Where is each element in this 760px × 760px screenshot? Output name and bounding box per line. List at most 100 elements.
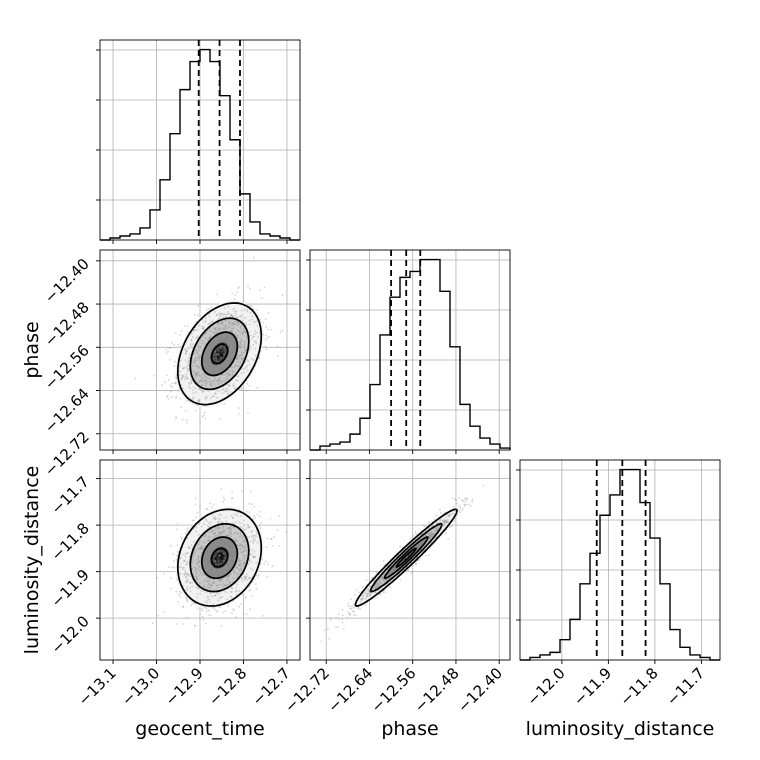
sample-point-geocent_time-vs-phase	[171, 386, 174, 388]
sample-point-geocent_time-vs-luminosity_distance	[210, 521, 212, 523]
sample-point-geocent_time-vs-phase	[240, 386, 243, 389]
sample-point-geocent_time-vs-phase	[210, 321, 212, 324]
sample-point-geocent_time-vs-phase	[215, 342, 218, 345]
sample-point-phase-vs-luminosity_distance	[364, 604, 367, 606]
sample-point-phase-vs-luminosity_distance	[371, 576, 374, 579]
sample-point-geocent_time-vs-luminosity_distance	[208, 545, 210, 548]
sample-point-geocent_time-vs-phase	[195, 391, 197, 393]
sample-point-phase-vs-luminosity_distance	[448, 514, 450, 517]
sample-point-geocent_time-vs-luminosity_distance	[228, 541, 231, 544]
sample-point-geocent_time-vs-luminosity_distance	[232, 558, 235, 561]
sample-point-geocent_time-vs-luminosity_distance	[219, 606, 222, 608]
sample-point-geocent_time-vs-phase	[185, 377, 188, 380]
sample-point-geocent_time-vs-phase	[250, 305, 252, 308]
sample-point-geocent_time-vs-phase	[239, 354, 242, 357]
sample-point-geocent_time-vs-phase	[215, 313, 218, 316]
sample-point-geocent_time-vs-phase	[222, 328, 225, 330]
sample-point-geocent_time-vs-luminosity_distance	[196, 578, 199, 581]
sample-point-geocent_time-vs-phase	[249, 287, 251, 290]
sample-point-phase-vs-luminosity_distance	[428, 536, 431, 538]
sample-point-geocent_time-vs-luminosity_distance	[248, 576, 251, 579]
sample-point-geocent_time-vs-luminosity_distance	[206, 508, 209, 510]
sample-point-geocent_time-vs-luminosity_distance	[195, 497, 197, 499]
sample-point-geocent_time-vs-luminosity_distance	[234, 572, 237, 574]
x-tick-label-luminosity_distance-2: −11.8	[616, 664, 661, 709]
sample-point-geocent_time-vs-phase	[218, 348, 221, 350]
sample-point-geocent_time-vs-luminosity_distance	[250, 553, 252, 555]
sample-point-geocent_time-vs-phase	[186, 367, 189, 370]
sample-point-geocent_time-vs-luminosity_distance	[230, 545, 233, 547]
sample-point-phase-vs-luminosity_distance	[353, 610, 356, 613]
sample-point-geocent_time-vs-luminosity_distance	[191, 561, 194, 564]
sample-point-geocent_time-vs-luminosity_distance	[213, 532, 216, 534]
sample-point-geocent_time-vs-luminosity_distance	[204, 554, 206, 556]
sample-point-geocent_time-vs-phase	[177, 343, 179, 346]
sample-point-geocent_time-vs-phase	[185, 350, 188, 353]
sample-point-geocent_time-vs-phase	[227, 372, 230, 375]
sample-point-geocent_time-vs-phase	[224, 340, 227, 342]
sample-point-geocent_time-vs-luminosity_distance	[222, 568, 225, 571]
sample-point-geocent_time-vs-luminosity_distance	[220, 580, 223, 583]
sample-point-geocent_time-vs-luminosity_distance	[238, 563, 241, 566]
sample-point-geocent_time-vs-luminosity_distance	[226, 565, 229, 568]
sample-point-geocent_time-vs-luminosity_distance	[208, 572, 211, 574]
sample-point-geocent_time-vs-luminosity_distance	[214, 559, 217, 562]
sample-point-geocent_time-vs-phase	[188, 357, 190, 360]
sample-point-phase-vs-luminosity_distance	[346, 616, 349, 619]
sample-point-geocent_time-vs-luminosity_distance	[219, 597, 222, 599]
sample-point-geocent_time-vs-phase	[173, 365, 176, 367]
sample-point-geocent_time-vs-luminosity_distance	[230, 587, 233, 589]
sample-point-phase-vs-luminosity_distance	[407, 569, 410, 572]
sample-point-geocent_time-vs-luminosity_distance	[217, 550, 219, 553]
sample-point-phase-vs-luminosity_distance	[382, 591, 384, 594]
sample-point-geocent_time-vs-phase	[223, 349, 226, 352]
sample-point-geocent_time-vs-luminosity_distance	[219, 554, 222, 557]
sample-point-geocent_time-vs-phase	[200, 379, 202, 382]
sample-point-geocent_time-vs-luminosity_distance	[235, 593, 238, 596]
sample-point-geocent_time-vs-luminosity_distance	[229, 555, 232, 558]
sample-point-geocent_time-vs-phase	[242, 346, 245, 349]
sample-point-geocent_time-vs-phase	[232, 385, 235, 387]
sample-point-geocent_time-vs-luminosity_distance	[232, 551, 235, 554]
sample-point-geocent_time-vs-phase	[192, 330, 195, 332]
sample-point-geocent_time-vs-luminosity_distance	[201, 574, 203, 577]
sample-point-geocent_time-vs-luminosity_distance	[238, 560, 240, 563]
sample-point-geocent_time-vs-luminosity_distance	[208, 560, 211, 562]
sample-point-geocent_time-vs-phase	[266, 336, 269, 339]
sample-point-geocent_time-vs-luminosity_distance	[186, 560, 189, 563]
sample-point-geocent_time-vs-luminosity_distance	[230, 497, 233, 499]
sample-point-phase-vs-luminosity_distance	[378, 579, 381, 582]
sample-point-geocent_time-vs-luminosity_distance	[205, 566, 208, 569]
panel-frame-phase-phase	[309, 249, 511, 451]
sample-point-geocent_time-vs-phase	[208, 363, 211, 366]
sample-point-phase-vs-luminosity_distance	[463, 498, 466, 500]
sample-point-geocent_time-vs-luminosity_distance	[195, 577, 198, 580]
sample-point-phase-vs-luminosity_distance	[374, 578, 377, 581]
sample-point-geocent_time-vs-luminosity_distance	[229, 555, 232, 558]
sample-point-geocent_time-vs-phase	[234, 346, 237, 349]
sample-point-geocent_time-vs-luminosity_distance	[168, 566, 170, 568]
sample-point-phase-vs-luminosity_distance	[424, 539, 426, 542]
sample-point-geocent_time-vs-phase	[217, 328, 220, 331]
sample-point-phase-vs-luminosity_distance	[393, 567, 396, 569]
sample-point-geocent_time-vs-phase	[261, 297, 264, 299]
sample-point-phase-vs-luminosity_distance	[388, 571, 391, 574]
sample-point-geocent_time-vs-luminosity_distance	[199, 572, 202, 575]
sample-point-geocent_time-vs-phase	[229, 356, 232, 358]
sample-point-phase-vs-luminosity_distance	[392, 567, 394, 570]
sample-point-geocent_time-vs-luminosity_distance	[216, 572, 218, 574]
sample-point-geocent_time-vs-luminosity_distance	[211, 572, 214, 575]
sample-point-geocent_time-vs-phase	[222, 313, 225, 316]
sample-point-geocent_time-vs-phase	[204, 366, 207, 368]
sample-point-geocent_time-vs-luminosity_distance	[180, 557, 182, 559]
sample-point-geocent_time-vs-phase	[174, 382, 177, 385]
sample-point-geocent_time-vs-luminosity_distance	[226, 579, 229, 581]
sample-point-geocent_time-vs-luminosity_distance	[247, 526, 250, 528]
sample-point-geocent_time-vs-luminosity_distance	[183, 560, 186, 563]
sample-point-geocent_time-vs-phase	[198, 400, 201, 403]
sample-point-geocent_time-vs-luminosity_distance	[206, 564, 208, 567]
sample-point-geocent_time-vs-phase	[204, 320, 207, 323]
sample-point-phase-vs-luminosity_distance	[421, 541, 424, 544]
sample-point-phase-vs-luminosity_distance	[461, 498, 463, 501]
sample-point-geocent_time-vs-luminosity_distance	[210, 552, 213, 555]
